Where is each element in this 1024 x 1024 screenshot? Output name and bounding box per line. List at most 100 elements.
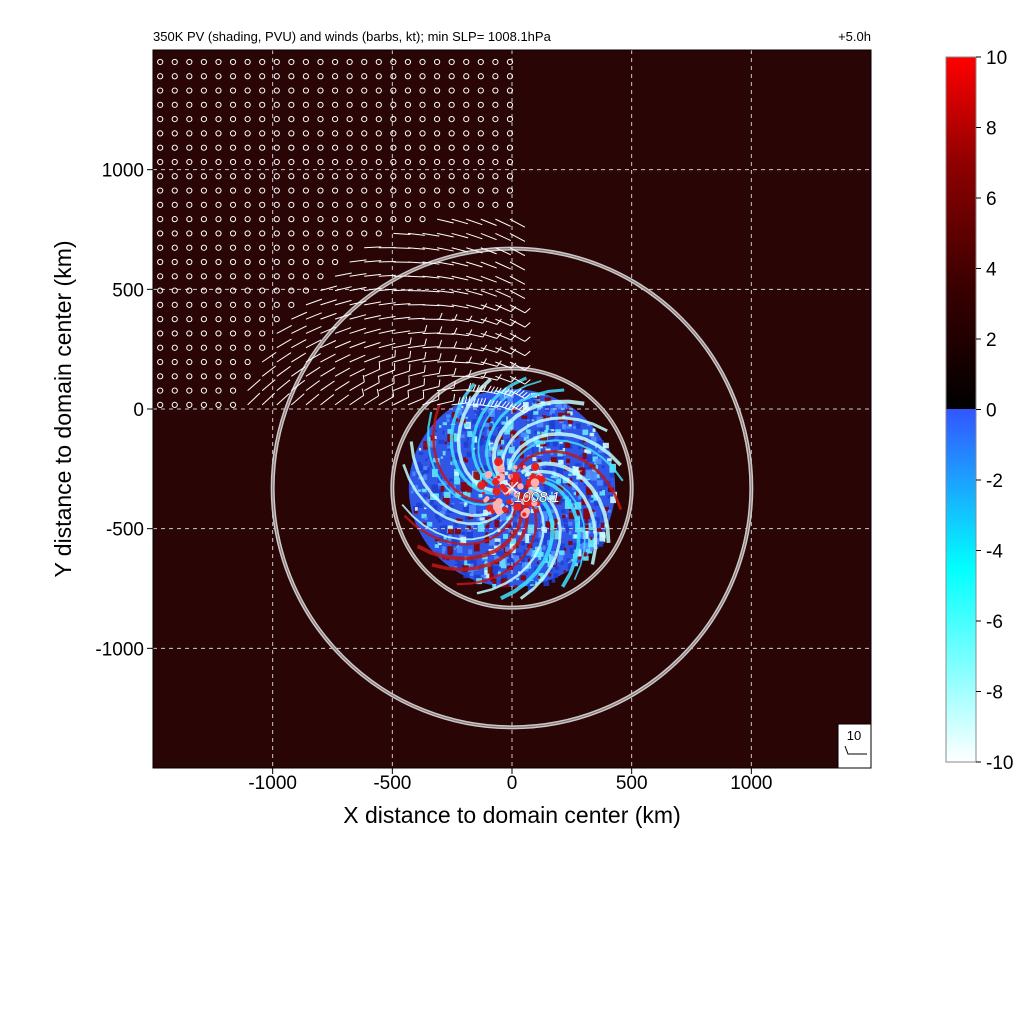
pv-cell xyxy=(534,430,537,434)
x-axis-label: X distance to domain center (km) xyxy=(343,802,680,828)
pv-cell xyxy=(559,550,565,556)
pv-cell xyxy=(567,417,573,424)
pv-streak xyxy=(499,488,555,601)
calm-wind-marker xyxy=(244,173,251,180)
calm-wind-marker xyxy=(157,230,164,237)
pv-cell xyxy=(498,580,501,583)
wind-barb xyxy=(437,327,458,335)
wind-barb xyxy=(407,365,426,377)
pv-core-cell xyxy=(522,465,527,469)
pv-cell xyxy=(526,548,533,556)
wind-barb xyxy=(480,232,497,241)
pv-cell xyxy=(505,546,510,552)
wind-barb xyxy=(393,316,411,320)
wind-barb xyxy=(509,318,531,328)
pv-cell xyxy=(551,429,555,432)
wind-barb xyxy=(334,327,352,334)
pv-cell xyxy=(492,578,497,584)
wind-barb xyxy=(466,218,483,226)
pv-cell xyxy=(472,418,479,425)
wind-barb xyxy=(261,379,276,391)
calm-wind-marker xyxy=(433,58,441,66)
calm-wind-marker xyxy=(259,287,266,294)
calm-wind-marker xyxy=(200,158,208,166)
calm-wind-marker xyxy=(244,273,251,280)
pv-cell xyxy=(525,572,529,575)
pv-cell xyxy=(530,508,535,514)
calm-wind-marker xyxy=(259,301,266,308)
calm-wind-marker xyxy=(448,187,455,194)
wind-barb xyxy=(320,312,337,320)
calm-wind-marker xyxy=(229,401,237,408)
pv-cell xyxy=(545,405,551,412)
calm-wind-marker xyxy=(288,258,295,266)
pv-cell xyxy=(489,426,493,431)
wind-barb xyxy=(320,394,335,406)
pv-cell xyxy=(434,541,439,548)
pv-streak xyxy=(514,450,623,511)
pv-cell xyxy=(555,404,559,408)
pv-cell xyxy=(507,554,513,564)
pv-cell xyxy=(548,429,551,432)
wind-barb xyxy=(378,389,395,406)
wind-barb xyxy=(393,232,411,236)
pv-cell xyxy=(566,558,570,563)
wind-barb xyxy=(291,311,308,320)
pv-cell xyxy=(495,571,501,576)
y-axis-label: Y distance to domain center (km) xyxy=(50,240,76,577)
wind-barb xyxy=(509,388,531,399)
pv-cell xyxy=(599,489,603,492)
pv-cell xyxy=(559,437,564,442)
pv-cell xyxy=(545,448,551,452)
wind-barb xyxy=(320,340,337,349)
wind-barb xyxy=(305,380,320,391)
calm-wind-marker xyxy=(200,87,208,94)
calm-wind-marker xyxy=(215,216,222,223)
calm-wind-marker xyxy=(477,144,484,151)
calm-wind-marker xyxy=(215,301,222,308)
pv-cell xyxy=(585,469,592,479)
calm-wind-marker xyxy=(215,73,222,80)
calm-wind-marker xyxy=(506,187,514,194)
pv-cell xyxy=(547,561,553,568)
wind-barb xyxy=(495,387,517,397)
calm-wind-marker xyxy=(448,201,455,208)
pv-cell xyxy=(469,571,474,576)
pv-cell xyxy=(472,403,480,408)
pv-cell xyxy=(555,566,559,571)
pv-cell xyxy=(589,432,595,437)
pv-streak xyxy=(500,416,608,473)
pv-cell xyxy=(563,547,567,552)
pv-core-cell xyxy=(477,481,486,490)
pv-cell xyxy=(499,513,507,521)
calm-wind-marker xyxy=(463,58,470,66)
pv-cell xyxy=(523,434,529,441)
pv-cell xyxy=(442,495,450,507)
calm-wind-marker xyxy=(157,216,164,223)
calm-wind-marker xyxy=(477,101,484,108)
calm-wind-marker xyxy=(259,344,266,351)
wind-barb xyxy=(422,261,440,265)
calm-wind-marker xyxy=(361,158,368,166)
pv-cell xyxy=(447,546,454,555)
calm-wind-marker xyxy=(186,201,193,208)
calm-wind-marker xyxy=(244,301,251,308)
calm-wind-marker xyxy=(419,73,426,80)
calm-wind-marker xyxy=(215,87,222,94)
calm-wind-marker xyxy=(404,58,412,66)
calm-wind-marker xyxy=(171,58,178,66)
calm-wind-marker xyxy=(361,173,368,180)
pv-cell xyxy=(481,574,487,578)
calm-wind-marker xyxy=(186,144,193,151)
pv-cell xyxy=(579,440,584,448)
calm-wind-marker xyxy=(157,87,164,94)
range-ring-inner xyxy=(391,367,633,609)
pv-cell xyxy=(480,469,484,473)
pv-cell xyxy=(578,446,582,450)
calm-wind-marker xyxy=(200,287,208,294)
pv-cell xyxy=(568,521,573,526)
wind-barb xyxy=(436,218,454,224)
calm-wind-marker xyxy=(200,358,208,366)
pv-cell xyxy=(493,497,496,500)
calm-wind-marker xyxy=(463,187,470,194)
